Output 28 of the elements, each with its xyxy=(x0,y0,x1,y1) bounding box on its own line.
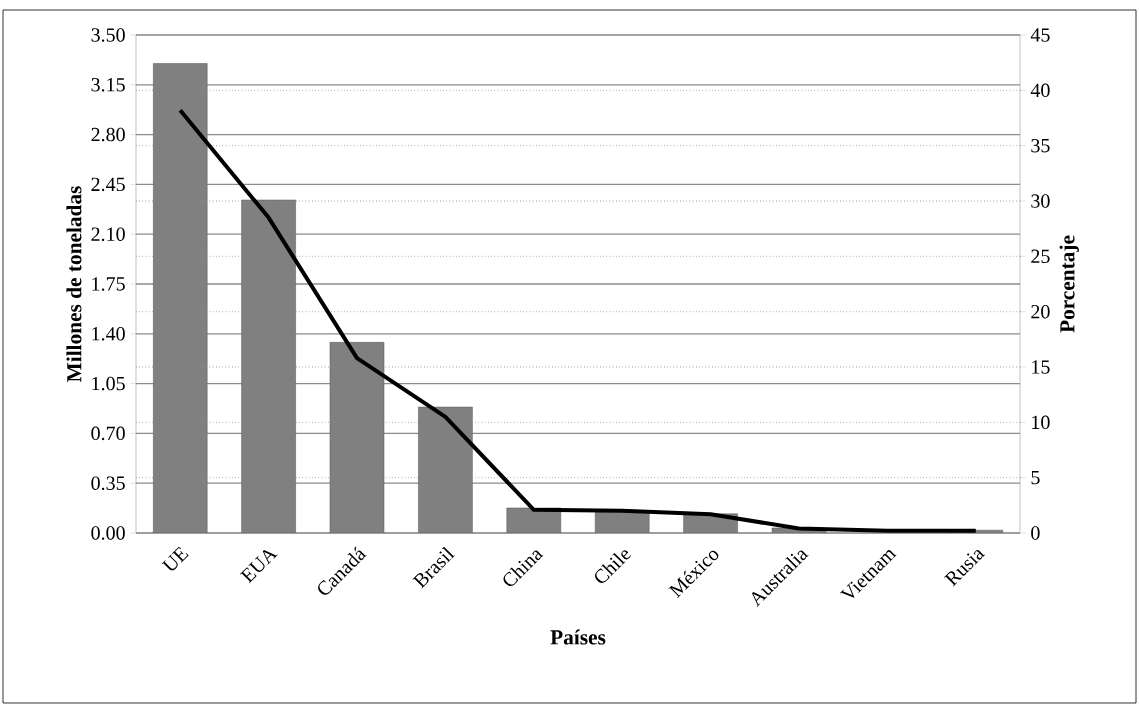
x-tick-label: Chile xyxy=(595,550,631,583)
y2-tick-label: 15 xyxy=(1032,360,1050,374)
y2-tick-label: 5 xyxy=(1031,471,1040,485)
y2-tick-label: 20 xyxy=(1031,304,1050,319)
y-tick-label: 0.70 xyxy=(91,426,125,441)
y2-tick-label: 10 xyxy=(1032,415,1050,430)
y-tick-label: 3.15 xyxy=(91,78,125,92)
y-tick-label: 3.50 xyxy=(91,28,125,42)
x-tick-label: EUA xyxy=(240,549,278,584)
y-tick-label: 2.45 xyxy=(91,177,125,192)
y2-tick-label: 40 xyxy=(1030,83,1050,98)
y-axis-title: Millones de toneladas xyxy=(66,186,82,383)
y-tick-label: 1.05 xyxy=(92,376,125,391)
y-tick-label: 1.75 xyxy=(92,277,125,291)
y2-tick-label: 35 xyxy=(1031,138,1050,153)
y-tick-label: 1.40 xyxy=(92,327,125,341)
line-series xyxy=(178,108,978,533)
x-tick-label: UE xyxy=(161,546,189,571)
y2-tick-label: 30 xyxy=(1031,194,1050,208)
y2-tick-label: 45 xyxy=(1030,28,1050,42)
y-tick-label: 2.80 xyxy=(91,127,125,142)
y-tick-label: 0.00 xyxy=(91,526,125,540)
y2-tick-label: 25 xyxy=(1031,249,1050,264)
y-tick-label: 2.10 xyxy=(91,227,125,241)
y-tick-label: 0.35 xyxy=(91,476,125,490)
x-axis-title: Países xyxy=(550,629,606,645)
y2-axis-title: Porcentaje xyxy=(1059,235,1079,333)
y2-tick-label: 0 xyxy=(1031,526,1040,540)
